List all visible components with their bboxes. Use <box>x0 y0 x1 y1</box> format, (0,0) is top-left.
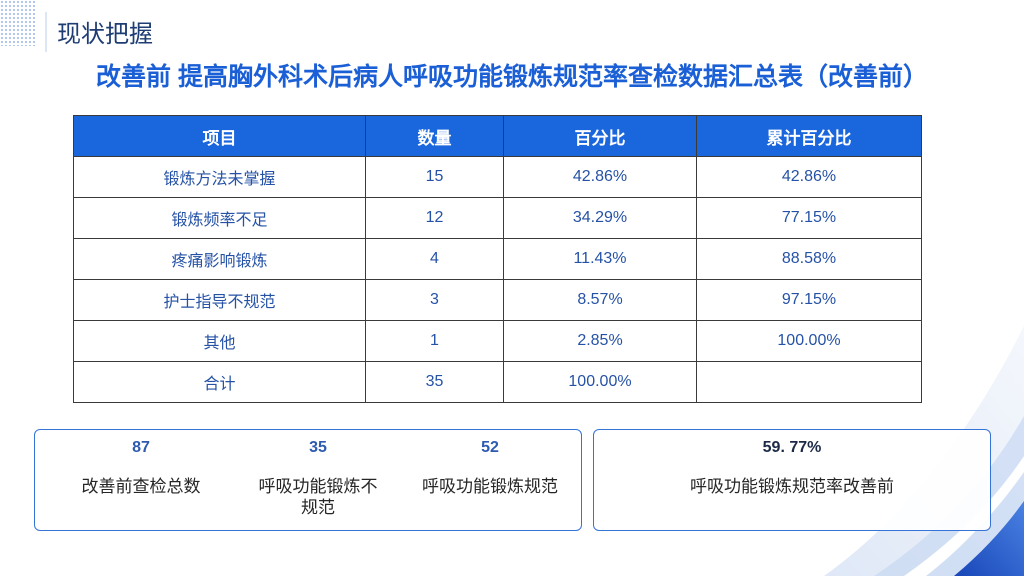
cell-item: 锻炼方法未掌握 <box>73 156 366 198</box>
table-row: 锻炼方法未掌握 15 42.86% 42.86% <box>73 156 922 198</box>
cell-count: 12 <box>365 197 504 239</box>
table-header-row: 项目 数量 百分比 累计百分比 <box>73 115 922 157</box>
cell-percent: 42.86% <box>503 156 697 198</box>
cell-count: 3 <box>365 279 504 321</box>
cell-count: 4 <box>365 238 504 280</box>
cell-item: 疼痛影响锻炼 <box>73 238 366 280</box>
cell-cumulative-percent: 88.58% <box>696 238 922 280</box>
cell-percent: 100.00% <box>503 361 697 403</box>
rate-value: 59. 77% <box>762 439 822 456</box>
stat-label: 改善前查检总数 <box>81 477 201 496</box>
cell-percent: 2.85% <box>503 320 697 362</box>
swoosh-band <box>954 501 1024 576</box>
table-caption: 改善前 提高胸外科术后病人呼吸功能锻炼规范率查检数据汇总表（改善前） <box>96 63 928 91</box>
stat-label: 呼吸功能锻炼规范 <box>422 477 558 496</box>
cell-cumulative-percent: 97.15% <box>696 279 922 321</box>
summary-table: 项目 数量 百分比 累计百分比 锻炼方法未掌握 15 42.86% 42.86%… <box>73 115 922 403</box>
table-row: 疼痛影响锻炼 4 11.43% 88.58% <box>73 238 922 280</box>
dot-pattern-decoration <box>0 0 36 46</box>
table-row: 护士指导不规范 3 8.57% 97.15% <box>73 279 922 321</box>
table-row: 其他 1 2.85% 100.00% <box>73 320 922 362</box>
stat-value: 35 <box>309 439 327 456</box>
cell-item: 其他 <box>73 320 366 362</box>
stats-panel: 87 改善前查检总数 35 呼吸功能锻炼不规范 52 呼吸功能锻炼规范 <box>34 429 582 531</box>
cell-cumulative-percent: 100.00% <box>696 320 922 362</box>
cell-cumulative-percent <box>696 361 922 403</box>
stat-standard: 52 呼吸功能锻炼规范 <box>405 430 575 530</box>
cell-count: 35 <box>365 361 504 403</box>
cell-count: 1 <box>365 320 504 362</box>
page-title: 现状把握 <box>57 21 153 48</box>
column-header-cumulative-percent: 累计百分比 <box>696 115 922 157</box>
column-header-count: 数量 <box>365 115 504 157</box>
cell-percent: 11.43% <box>503 238 697 280</box>
stat-label: 呼吸功能锻炼不规范 <box>258 477 378 517</box>
stat-value: 87 <box>132 439 150 456</box>
cell-percent: 34.29% <box>503 197 697 239</box>
cell-cumulative-percent: 77.15% <box>696 197 922 239</box>
cell-item: 合计 <box>73 361 366 403</box>
cell-cumulative-percent: 42.86% <box>696 156 922 198</box>
stat-nonstandard: 35 呼吸功能锻炼不规范 <box>233 430 403 530</box>
rate-label: 呼吸功能锻炼规范率改善前 <box>690 477 894 496</box>
rate-panel: 59. 77% 呼吸功能锻炼规范率改善前 <box>593 429 991 531</box>
cell-percent: 8.57% <box>503 279 697 321</box>
column-header-percent: 百分比 <box>503 115 697 157</box>
swoosh-glow <box>874 416 1024 576</box>
cell-item: 锻炼频率不足 <box>73 197 366 239</box>
table-row-total: 合计 35 100.00% <box>73 361 922 403</box>
column-header-item: 项目 <box>73 115 366 157</box>
table-row: 锻炼频率不足 12 34.29% 77.15% <box>73 197 922 239</box>
cell-count: 15 <box>365 156 504 198</box>
stat-total-checks: 87 改善前查检总数 <box>56 430 226 530</box>
stat-value: 52 <box>481 439 499 456</box>
standard-rate: 59. 77% 呼吸功能锻炼规范率改善前 <box>594 430 990 530</box>
cell-item: 护士指导不规范 <box>73 279 366 321</box>
title-accent-line <box>45 12 47 52</box>
